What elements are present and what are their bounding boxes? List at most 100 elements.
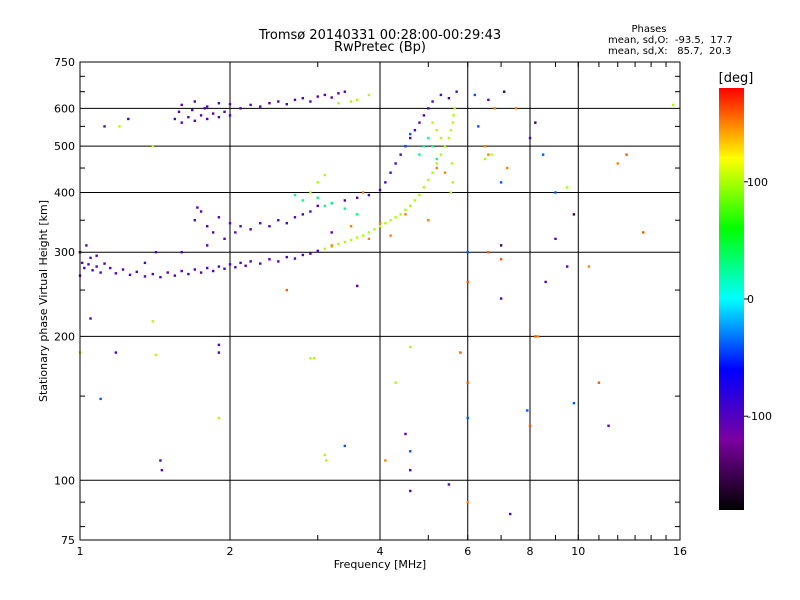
chart-subtitle: RwPretec (Bp) — [334, 40, 426, 55]
data-point — [187, 272, 190, 276]
colorbar — [719, 88, 744, 510]
data-point — [228, 114, 232, 117]
x-tick-label: 1 — [77, 545, 84, 558]
data-point — [89, 256, 92, 260]
data-point — [316, 181, 319, 184]
data-point — [449, 191, 453, 194]
data-point — [499, 258, 503, 261]
data-point — [228, 263, 232, 266]
data-point — [316, 95, 319, 98]
data-point — [196, 206, 199, 209]
data-point — [173, 274, 177, 277]
data-point — [249, 228, 252, 231]
data-point — [427, 219, 430, 222]
data-point — [293, 257, 297, 260]
data-point — [671, 103, 675, 107]
data-point — [159, 459, 162, 462]
data-point — [228, 222, 232, 225]
data-point — [349, 100, 353, 103]
data-point — [343, 207, 347, 210]
data-point — [565, 265, 569, 268]
data-point — [277, 260, 280, 263]
data-point — [453, 107, 456, 110]
data-point — [514, 107, 518, 110]
data-point — [409, 132, 412, 136]
data-point — [499, 181, 503, 184]
data-point — [121, 268, 125, 271]
data-point — [483, 157, 487, 161]
data-point — [554, 191, 557, 194]
data-point — [343, 240, 347, 244]
y-tick-label: 500 — [54, 140, 75, 153]
data-point — [217, 343, 221, 347]
data-point — [451, 121, 455, 124]
data-point — [177, 110, 181, 114]
data-point — [373, 228, 376, 231]
data-point — [536, 335, 540, 338]
data-point — [234, 266, 237, 269]
data-point — [323, 247, 327, 250]
data-point — [389, 219, 392, 222]
data-point — [211, 269, 215, 273]
data-point — [239, 107, 242, 110]
data-point — [151, 144, 155, 148]
data-point — [205, 225, 209, 228]
data-point — [389, 171, 392, 174]
data-point — [309, 252, 312, 255]
y-tick-label: 300 — [54, 246, 75, 259]
data-point — [597, 381, 601, 384]
data-point — [285, 255, 288, 259]
data-point — [337, 101, 340, 105]
data-point — [330, 244, 333, 247]
data-point — [355, 284, 359, 288]
data-point — [443, 171, 447, 174]
data-point — [239, 261, 242, 265]
data-point — [330, 201, 333, 205]
data-point — [180, 251, 183, 254]
data-point — [427, 136, 430, 140]
data-point — [493, 107, 497, 110]
data-point — [330, 245, 333, 248]
data-point — [367, 231, 371, 234]
data-point — [285, 103, 288, 106]
data-point — [409, 450, 412, 453]
data-point — [277, 100, 280, 103]
data-point — [316, 196, 319, 199]
data-point — [508, 512, 512, 516]
data-point — [587, 265, 591, 268]
data-point — [249, 260, 252, 263]
data-point — [301, 213, 305, 216]
data-point — [572, 213, 576, 216]
data-point — [99, 397, 102, 401]
y-tick-labels: 75 100 200 300 400 500 600 750 — [54, 56, 75, 547]
data-point — [431, 121, 434, 124]
data-point — [418, 193, 421, 197]
data-point — [154, 251, 158, 254]
data-point — [431, 144, 434, 148]
data-point — [409, 468, 412, 472]
data-point — [378, 222, 382, 225]
data-point — [301, 199, 305, 202]
data-point — [205, 117, 209, 121]
data-point — [449, 128, 453, 132]
data-point — [325, 459, 328, 462]
data-point — [427, 107, 430, 110]
y-tick-label: 100 — [54, 474, 75, 487]
data-point — [223, 237, 226, 241]
data-point — [404, 144, 407, 148]
data-point — [343, 199, 347, 202]
data-point — [384, 222, 387, 225]
data-point — [502, 90, 506, 93]
data-point — [191, 108, 194, 112]
x-tick-label: 4 — [377, 545, 384, 558]
data-point — [413, 128, 417, 132]
data-point — [394, 162, 397, 165]
data-point — [413, 199, 417, 202]
data-point — [337, 242, 340, 246]
data-point — [404, 208, 407, 212]
data-point — [477, 125, 480, 128]
data-point — [211, 112, 215, 115]
y-tick-marks — [80, 75, 680, 528]
data-point — [466, 381, 469, 384]
